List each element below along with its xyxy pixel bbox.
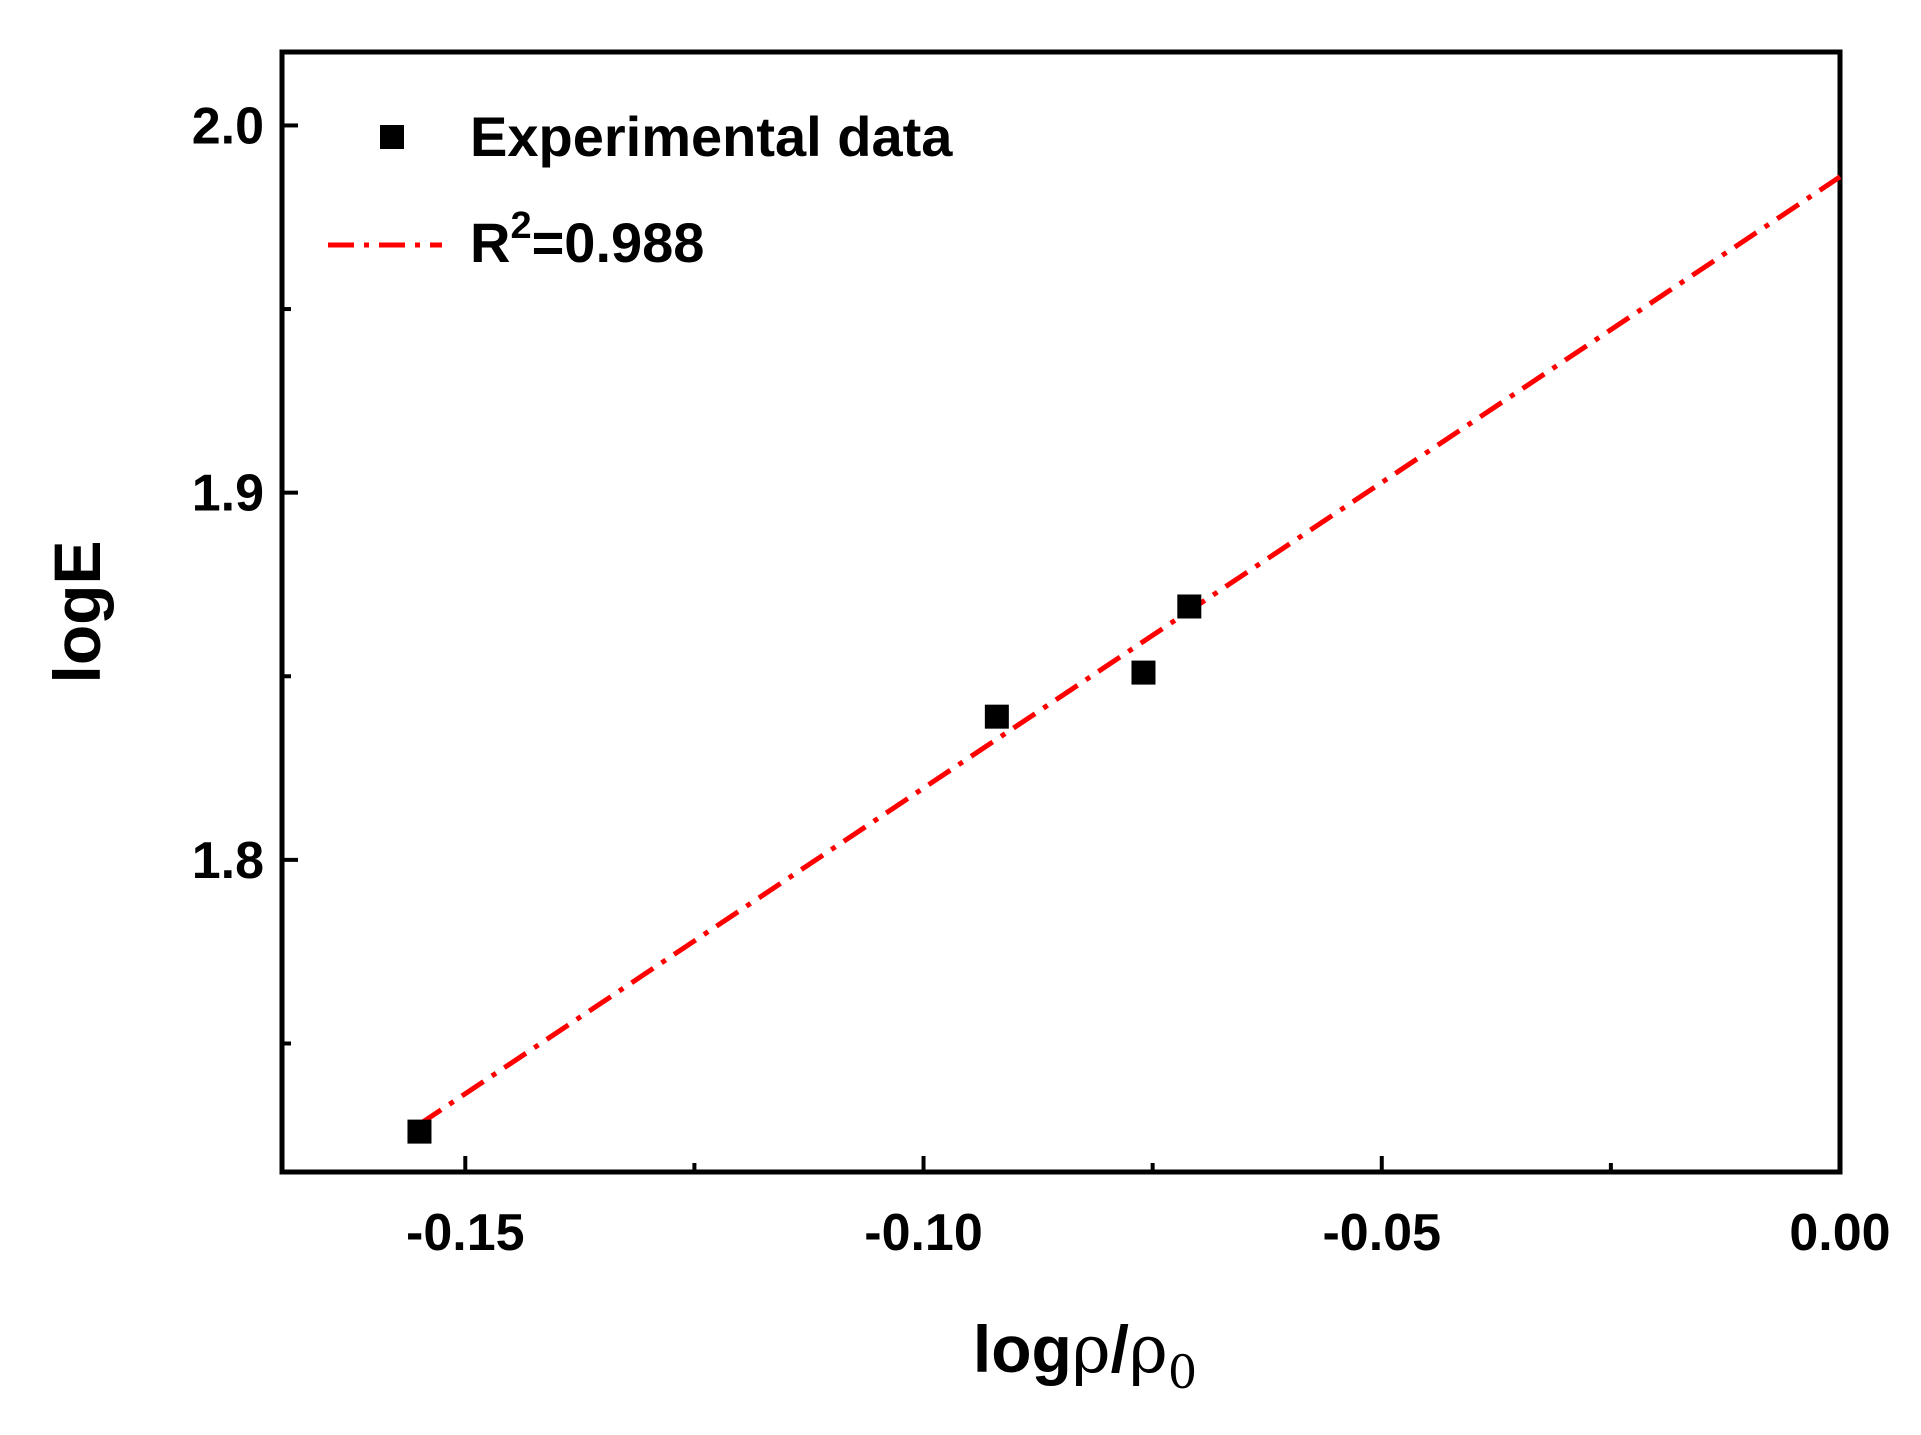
x-axis-title-slash: / [1111,1312,1129,1386]
data-point [407,1119,432,1144]
x-tick-label: -0.10 [864,1204,983,1262]
plot-frame [279,49,1843,1175]
legend: Experimental data R2=0.988 [328,105,953,274]
legend-r-value: =0.988 [532,211,705,274]
y-axis-title: logE [40,541,114,684]
x-axis-title-subscript: 0 [1168,1345,1197,1399]
x-axis-title-prefix: log [973,1312,1072,1386]
data-point [1177,594,1202,619]
x-tick-label: -0.15 [406,1204,525,1262]
legend-r-superscript: 2 [510,205,531,247]
x-axis-title-rho0: ρ [1129,1311,1168,1388]
fit-line [418,174,1842,1127]
y-tick-label: 1.8 [192,832,264,890]
data-point [984,704,1009,729]
y-tick-label: 2.0 [192,97,264,155]
data-point [1131,660,1156,685]
legend-label-fit: R2=0.988 [470,205,704,274]
legend-marker-experimental [380,125,404,149]
x-axis-title: logρ/ρ0 [973,1311,1197,1399]
y-axis: 1.8 1.9 2.0 [192,97,298,1046]
x-axis-title-rho: ρ [1072,1311,1111,1388]
legend-label-experimental: Experimental data [470,105,953,168]
x-tick-label: -0.05 [1322,1204,1441,1262]
plot-area [407,174,1842,1144]
x-tick-label: 0.00 [1789,1204,1890,1262]
legend-r: R [470,211,510,274]
x-axis: -0.15 -0.10 -0.05 0.00 [406,1156,1891,1262]
y-tick-label: 1.9 [192,465,264,523]
